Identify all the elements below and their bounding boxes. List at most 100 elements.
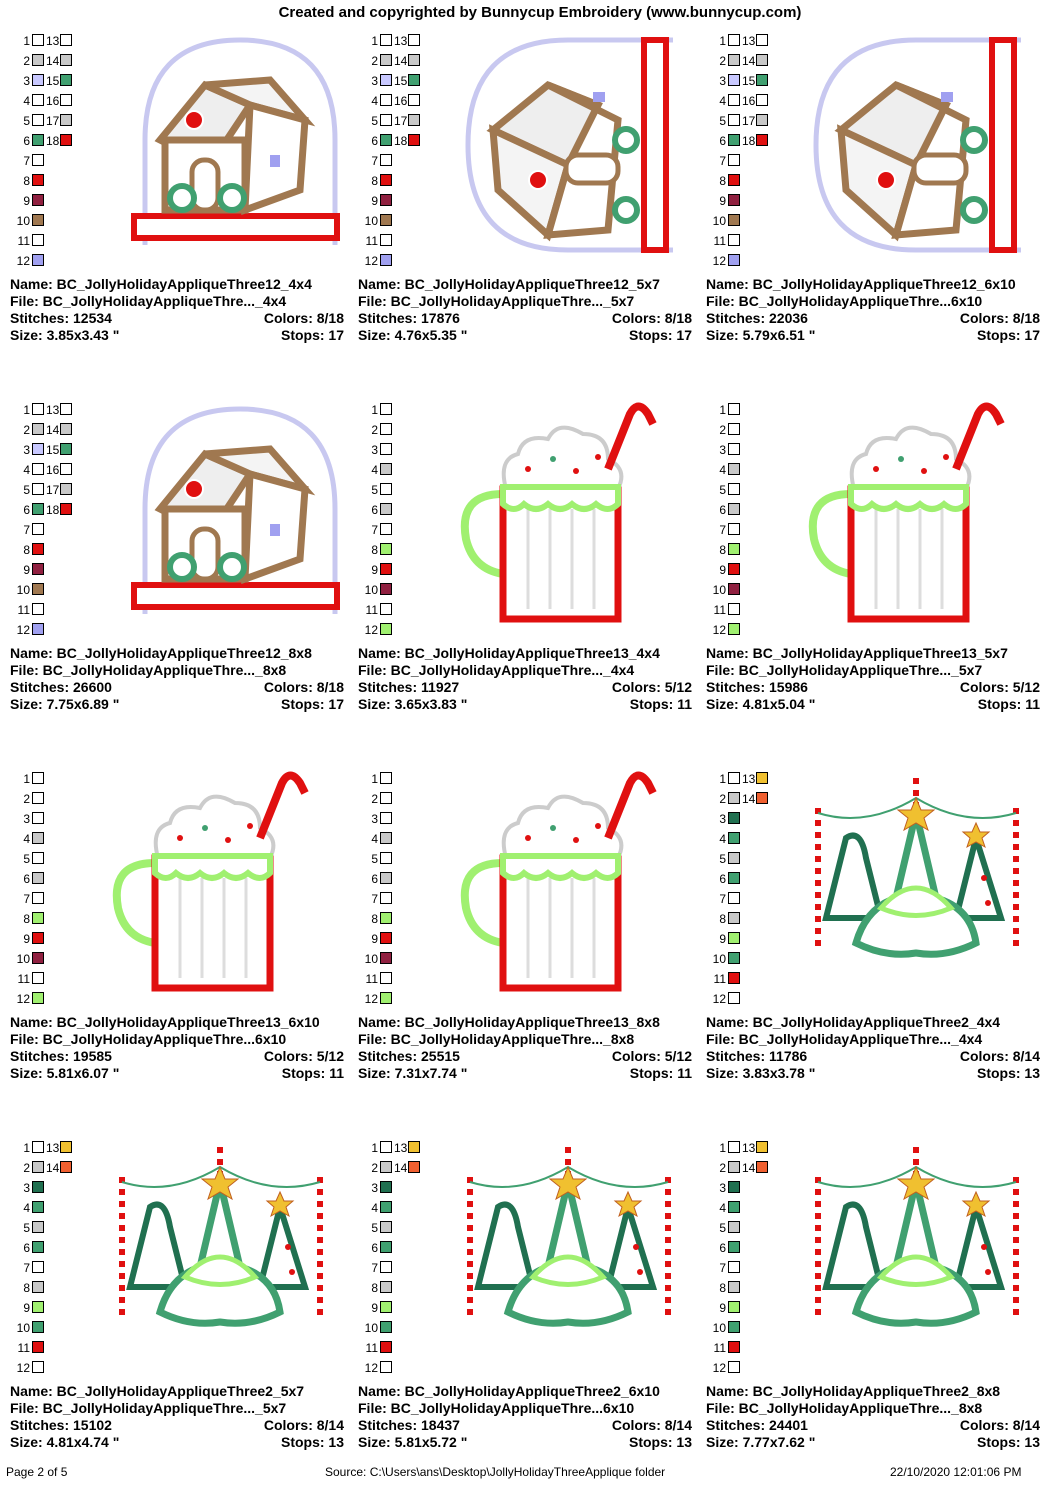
thread-number: 5 (23, 852, 30, 866)
design-preview-image (806, 768, 1026, 998)
thread-number: 3 (23, 1181, 30, 1195)
thread-number: 12 (16, 254, 30, 268)
design-name: Name: BC_JollyHolidayAppliqueThree12_5x7 (358, 276, 660, 292)
thread-color-item: 3 (706, 1180, 786, 1196)
thread-swatch (60, 483, 72, 495)
thread-number: 13 (46, 403, 60, 417)
thread-number: 18 (46, 503, 60, 517)
thread-number: 4 (371, 1201, 378, 1215)
thread-color-item: 10 (706, 582, 786, 598)
thread-swatch (380, 34, 392, 46)
thread-swatch (756, 1141, 768, 1153)
thread-color-item: 12 (358, 253, 438, 269)
thread-number: 12 (712, 623, 726, 637)
thread-color-item: 11 (358, 971, 438, 987)
thread-color-item: 7 (10, 522, 90, 538)
thread-color-item: 6 (358, 502, 438, 518)
stop-count: Stops: 13 (976, 1065, 1040, 1081)
design-card: 1 13 2 14 3 15 4 16 5 17 6 18 7 8 9 10 11 12 Name: BC_Jol… (706, 30, 1050, 399)
thread-swatch (32, 872, 44, 884)
thread-color-item: 2 14 (706, 53, 786, 69)
thread-color-item: 2 14 (358, 1160, 438, 1176)
thread-number: 9 (23, 932, 30, 946)
thread-number: 5 (23, 1221, 30, 1235)
stop-count: Stops: 17 (280, 327, 344, 343)
thread-swatch (728, 114, 740, 126)
thread-number: 9 (719, 194, 726, 208)
thread-color-item: 8 (10, 542, 90, 558)
thread-color-item: 6 (706, 502, 786, 518)
design-name: Name: BC_JollyHolidayAppliqueThree2_6x10 (358, 1383, 660, 1399)
thread-color-item: 8 (10, 173, 90, 189)
thread-number: 13 (46, 34, 60, 48)
thread-number: 1 (23, 1141, 30, 1155)
stop-count: Stops: 13 (976, 1434, 1040, 1450)
thread-number: 2 (23, 423, 30, 437)
thread-number: 1 (371, 403, 378, 417)
thread-color-item: 10 (706, 1320, 786, 1336)
thread-swatch (32, 483, 44, 495)
thread-swatch (60, 403, 72, 415)
thread-swatch (756, 94, 768, 106)
thread-color-item: 3 (706, 442, 786, 458)
thread-color-item: 6 (10, 871, 90, 887)
design-file: File: BC_JollyHolidayAppliqueThre...6x10 (706, 293, 983, 309)
thread-color-item: 8 (706, 911, 786, 927)
thread-swatch (32, 154, 44, 166)
thread-color-item: 2 14 (706, 1160, 786, 1176)
thread-color-item: 10 (358, 951, 438, 967)
thread-color-item: 4 (706, 831, 786, 847)
thread-number: 8 (719, 912, 726, 926)
thread-swatch (32, 523, 44, 535)
thread-color-item: 1 13 (10, 1140, 90, 1156)
thread-number: 15 (46, 74, 60, 88)
thread-swatch (728, 583, 740, 595)
thread-swatch (32, 1241, 44, 1253)
thread-swatch (728, 483, 740, 495)
thread-swatch (756, 772, 768, 784)
color-count: Colors: 8/18 (959, 310, 1040, 326)
thread-swatch (728, 443, 740, 455)
thread-color-item: 2 (358, 791, 438, 807)
thread-swatch (380, 463, 392, 475)
thread-swatch (32, 174, 44, 186)
thread-number: 6 (719, 134, 726, 148)
thread-swatch (380, 234, 392, 246)
thread-number: 18 (394, 134, 408, 148)
thread-swatch (728, 1321, 740, 1333)
thread-swatch (32, 114, 44, 126)
design-preview-image (110, 399, 340, 629)
thread-number: 3 (23, 812, 30, 826)
thread-number: 8 (719, 543, 726, 557)
thread-swatch (32, 194, 44, 206)
thread-swatch (380, 872, 392, 884)
thread-number: 4 (23, 463, 30, 477)
thread-number: 8 (719, 174, 726, 188)
thread-swatch (728, 1201, 740, 1213)
thread-swatch (380, 1221, 392, 1233)
thread-number: 5 (371, 1221, 378, 1235)
design-preview-image (110, 1137, 330, 1367)
thread-number: 10 (364, 583, 378, 597)
thread-swatch (728, 74, 740, 86)
thread-number: 7 (719, 523, 726, 537)
design-size: Size: 4.81x4.74 " (10, 1434, 120, 1450)
thread-color-item: 8 (358, 173, 438, 189)
thread-color-item: 1 (706, 402, 786, 418)
thread-number: 14 (46, 54, 60, 68)
design-size: Size: 4.76x5.35 " (358, 327, 468, 343)
thread-swatch (60, 34, 72, 46)
thread-swatch (32, 423, 44, 435)
design-info: Name: BC_JollyHolidayAppliqueThree12_4x4… (10, 276, 358, 344)
thread-color-item: 6 18 (706, 133, 786, 149)
thread-swatch (32, 892, 44, 904)
thread-swatch (728, 563, 740, 575)
stop-count: Stops: 13 (280, 1434, 344, 1450)
thread-number: 7 (719, 154, 726, 168)
thread-swatch (728, 214, 740, 226)
thread-swatch (728, 623, 740, 635)
thread-number: 4 (23, 1201, 30, 1215)
thread-number: 7 (23, 892, 30, 906)
design-size: Size: 5.79x6.51 " (706, 327, 816, 343)
thread-swatch (380, 1281, 392, 1293)
